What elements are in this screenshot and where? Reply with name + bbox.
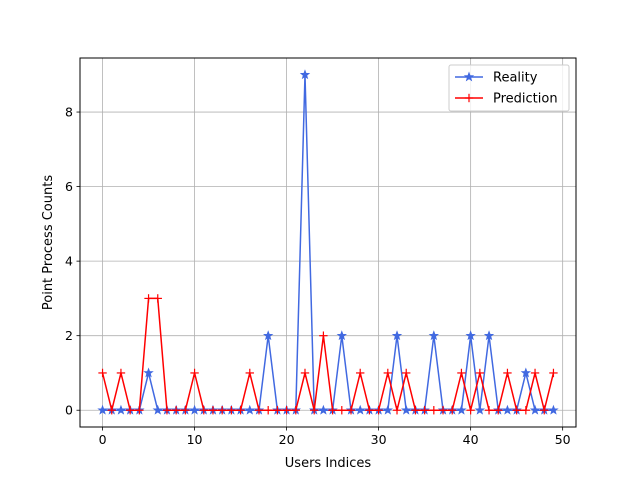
y-tick-label: 0 <box>65 403 73 418</box>
data-point-prediction <box>125 406 135 415</box>
data-point-prediction <box>107 406 116 415</box>
y-tick-label: 4 <box>65 254 73 269</box>
data-point-prediction <box>199 406 208 415</box>
data-point-prediction <box>356 368 365 378</box>
ticks: 0 10 20 30 40 50 0 2 4 6 8 <box>65 105 571 447</box>
data-point-prediction <box>540 406 549 415</box>
data-point-prediction <box>484 406 494 415</box>
data-point-prediction <box>448 406 457 415</box>
legend-entry-reality: Reality <box>455 71 538 86</box>
data-point-prediction <box>254 406 264 415</box>
data-point-prediction <box>337 406 347 415</box>
data-point-prediction <box>300 368 310 378</box>
data-point-prediction <box>263 406 273 415</box>
data-point-reality <box>143 367 154 378</box>
data-point-reality <box>152 404 163 415</box>
data-point-prediction <box>512 406 521 415</box>
data-point-prediction <box>217 406 227 415</box>
data-point-reality <box>97 404 108 415</box>
data-point-reality <box>520 367 532 378</box>
x-axis-label: Users Indices <box>285 456 372 471</box>
data-point-reality <box>465 330 476 341</box>
data-point-reality <box>382 404 394 415</box>
data-point-reality <box>318 404 329 415</box>
data-point-prediction <box>402 368 411 378</box>
data-point-prediction <box>374 406 383 415</box>
data-point-prediction <box>438 406 448 415</box>
data-point-prediction <box>208 406 218 415</box>
data-point-reality <box>336 330 347 341</box>
data-point-prediction <box>494 406 503 415</box>
data-point-prediction <box>530 368 540 378</box>
legend-entry-prediction: Prediction <box>455 92 558 107</box>
data-point-prediction <box>466 406 475 415</box>
x-tick-label: 0 <box>99 432 107 447</box>
data-point-prediction <box>282 406 291 415</box>
series-layer <box>97 69 559 415</box>
y-axis-label: Point Process Counts <box>41 175 56 310</box>
data-point-prediction <box>153 294 162 303</box>
data-point-prediction <box>171 406 181 415</box>
legend-marker <box>464 93 474 103</box>
data-point-reality <box>299 69 311 80</box>
data-point-prediction <box>503 368 512 378</box>
data-point-prediction <box>475 368 485 378</box>
legend-label: Reality <box>493 71 538 86</box>
plot-frame <box>79 57 577 428</box>
y-tick-label: 8 <box>65 105 73 120</box>
data-point-reality <box>483 330 495 341</box>
data-point-prediction <box>245 368 254 378</box>
data-point-prediction <box>457 368 466 378</box>
data-point-prediction <box>98 368 107 378</box>
data-point-reality <box>456 404 467 415</box>
x-tick-label: 10 <box>187 432 203 447</box>
data-point-prediction <box>135 406 144 415</box>
data-point-reality <box>428 330 440 341</box>
data-point-prediction <box>236 406 245 415</box>
y-tick-label: 2 <box>65 328 73 343</box>
y-tick-label: 6 <box>65 179 73 194</box>
data-point-prediction <box>273 406 282 415</box>
data-point-prediction <box>411 406 420 415</box>
data-point-prediction <box>429 406 439 415</box>
x-tick-label: 50 <box>555 432 571 447</box>
legend-marker <box>463 71 475 82</box>
data-point-reality <box>474 404 486 415</box>
data-point-prediction <box>227 406 236 415</box>
data-point-prediction <box>346 406 356 415</box>
data-point-reality <box>262 330 274 341</box>
data-point-reality <box>189 404 200 415</box>
data-point-prediction <box>383 368 393 378</box>
data-point-reality <box>529 404 541 415</box>
data-point-reality <box>548 404 559 415</box>
data-point-reality <box>115 404 127 415</box>
data-point-prediction <box>392 406 402 415</box>
data-point-reality <box>244 404 255 415</box>
x-tick-label: 30 <box>371 432 387 447</box>
data-point-prediction <box>162 406 172 415</box>
data-point-prediction <box>365 406 374 415</box>
grid <box>80 58 576 427</box>
data-point-reality <box>502 404 513 415</box>
data-point-reality <box>391 330 403 341</box>
data-point-prediction <box>319 331 328 340</box>
data-point-prediction <box>116 368 126 378</box>
legend: Reality Prediction <box>448 64 570 112</box>
series-prediction <box>98 294 558 415</box>
data-point-prediction <box>144 294 153 303</box>
data-point-prediction <box>549 368 558 378</box>
data-point-prediction <box>309 406 319 415</box>
x-tick-label: 40 <box>463 432 479 447</box>
legend-label: Prediction <box>493 92 558 107</box>
data-point-reality <box>401 404 412 415</box>
data-point-reality <box>355 404 366 415</box>
data-point-prediction <box>181 406 190 415</box>
data-point-prediction <box>190 368 199 378</box>
data-point-prediction <box>291 406 300 415</box>
data-point-prediction <box>328 406 337 415</box>
x-tick-label: 20 <box>279 432 295 447</box>
data-point-prediction <box>420 406 429 415</box>
data-point-prediction <box>521 406 531 415</box>
